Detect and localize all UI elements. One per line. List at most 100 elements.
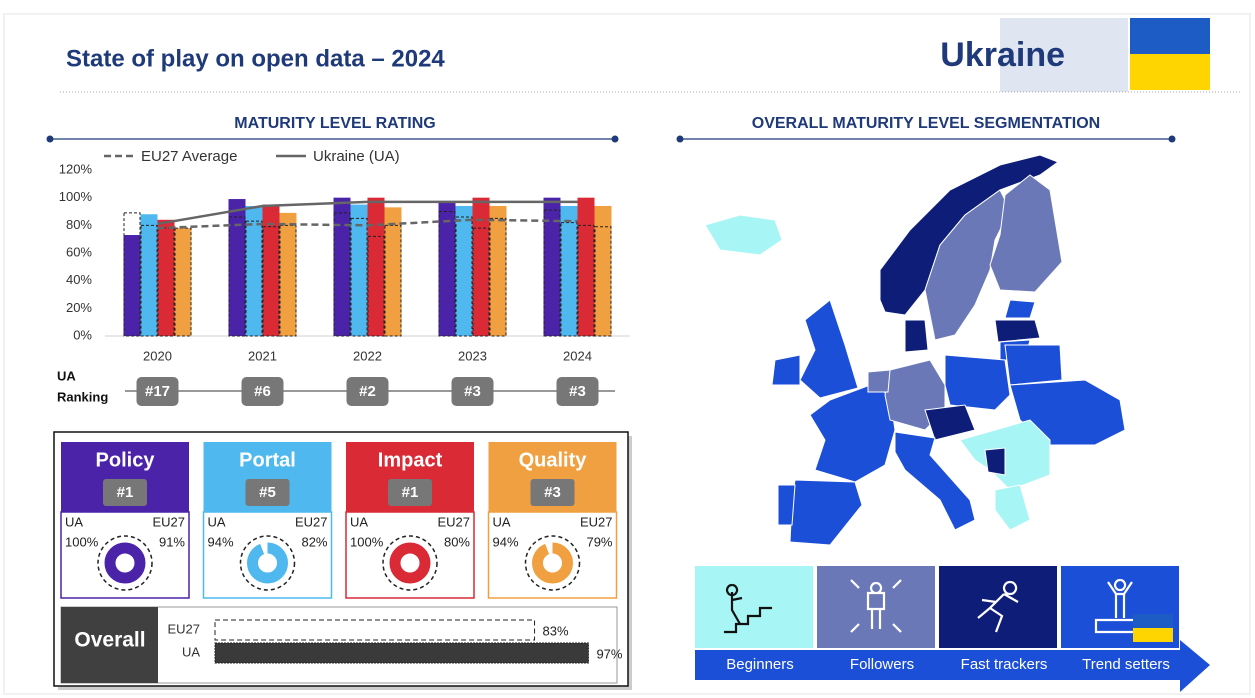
bar: [594, 205, 612, 336]
card-label: UA: [65, 514, 83, 529]
y-tick-label: 20%: [66, 300, 92, 315]
legend-tile: [695, 566, 813, 648]
donut-outline: [97, 535, 153, 591]
legend-label: EU27 Average: [141, 148, 237, 165]
bar: [174, 228, 192, 336]
rule-dot: [611, 135, 619, 143]
eu27-bar: [228, 216, 246, 337]
eu27-bar: [279, 224, 297, 337]
donut-arc: [389, 542, 431, 584]
card-rank: #5: [259, 484, 276, 501]
ranking-value: #3: [464, 383, 481, 400]
bar: [472, 197, 490, 336]
legend-label: Ukraine (UA): [313, 148, 400, 165]
bar: [157, 219, 175, 336]
overall-bar: [214, 619, 536, 641]
line-series: [157, 218, 578, 230]
bar: [333, 197, 351, 336]
overall-value: 83%: [543, 623, 569, 638]
y-tick-label: 100%: [59, 189, 93, 204]
rule-dot: [1168, 135, 1176, 143]
ranking-pill: [346, 377, 389, 406]
card-name: Impact: [378, 449, 443, 471]
country-shape: [984, 447, 1006, 476]
legend-label: Beginners: [726, 656, 794, 673]
card-body: [487, 511, 618, 599]
eu27-bar: [367, 235, 385, 337]
overall-title: Overall: [74, 629, 145, 652]
country-shape: [944, 354, 1011, 411]
eu27-bar: [123, 212, 141, 337]
eu27-bar: [543, 209, 561, 337]
ranking-label: Ranking: [57, 389, 108, 404]
bar: [455, 205, 473, 336]
ranking-label: UA: [57, 368, 76, 383]
card-body: [345, 511, 475, 599]
bar: [228, 199, 246, 336]
bar: [262, 204, 280, 336]
flag-yellow: [1130, 54, 1210, 90]
ranking-pill: [136, 377, 179, 406]
country-shape: [771, 354, 801, 386]
legend-icon: [1094, 578, 1146, 634]
y-tick-label: 80%: [66, 217, 92, 232]
legend-label: Followers: [850, 656, 914, 673]
eu27-bar: [245, 220, 263, 337]
card-name: Portal: [239, 449, 296, 471]
card-label: EU27: [437, 514, 470, 529]
ranking-pill: [241, 377, 284, 406]
card-rank-pill: [103, 479, 147, 506]
bar: [560, 205, 578, 336]
country-shape: [704, 214, 783, 256]
card-name: Policy: [96, 449, 156, 471]
card-rank-pill: [388, 479, 432, 506]
country-shape: [989, 174, 1063, 293]
card-rank-pill: [245, 479, 290, 506]
country-shape: [924, 189, 1011, 341]
ranking-value: #3: [569, 383, 586, 400]
europe-map: [704, 154, 1126, 546]
country-shape: [904, 319, 929, 353]
country-shape: [867, 369, 891, 393]
donut-arc: [104, 542, 146, 584]
flag-blue: [1130, 18, 1210, 54]
card-value: 91%: [159, 534, 185, 549]
donut-arc: [247, 542, 288, 584]
eu27-bar: [333, 212, 351, 337]
card-label: UA: [208, 514, 226, 529]
card-value: 82%: [301, 534, 327, 549]
eu27-bar: [560, 222, 578, 337]
card-label: EU27: [295, 514, 328, 529]
country-shape: [924, 404, 976, 441]
country-shape: [777, 484, 796, 526]
eu27-bar: [262, 226, 280, 337]
card-label: UA: [350, 514, 368, 529]
card-label: EU27: [152, 514, 185, 529]
bar: [140, 214, 158, 336]
legend-icon: [850, 579, 902, 633]
card-rank: #1: [402, 484, 419, 501]
legend-label: Trend setters: [1082, 656, 1170, 673]
y-tick-label: 120%: [59, 161, 93, 176]
header-decor: [1000, 18, 1128, 92]
country-shape: [799, 299, 859, 399]
card-body: [60, 511, 190, 599]
y-tick-label: 60%: [66, 244, 92, 259]
x-tick-label: 2022: [353, 348, 382, 363]
ranking-value: #6: [254, 383, 271, 400]
eu27-bar: [489, 217, 507, 337]
legend-icon: [977, 580, 1019, 633]
bar: [123, 235, 141, 336]
bar: [367, 197, 385, 336]
rule-dot: [46, 135, 54, 143]
bar: [577, 197, 595, 336]
card-rank-pill: [530, 479, 575, 506]
card-value: 94%: [493, 534, 519, 549]
y-tick-label: 0%: [73, 327, 92, 342]
card-rank: #3: [544, 484, 561, 501]
country-shape: [894, 431, 976, 531]
legend-label: Fast trackers: [961, 656, 1048, 673]
card-name: Quality: [519, 449, 588, 471]
legend-arrow: [695, 640, 1210, 692]
